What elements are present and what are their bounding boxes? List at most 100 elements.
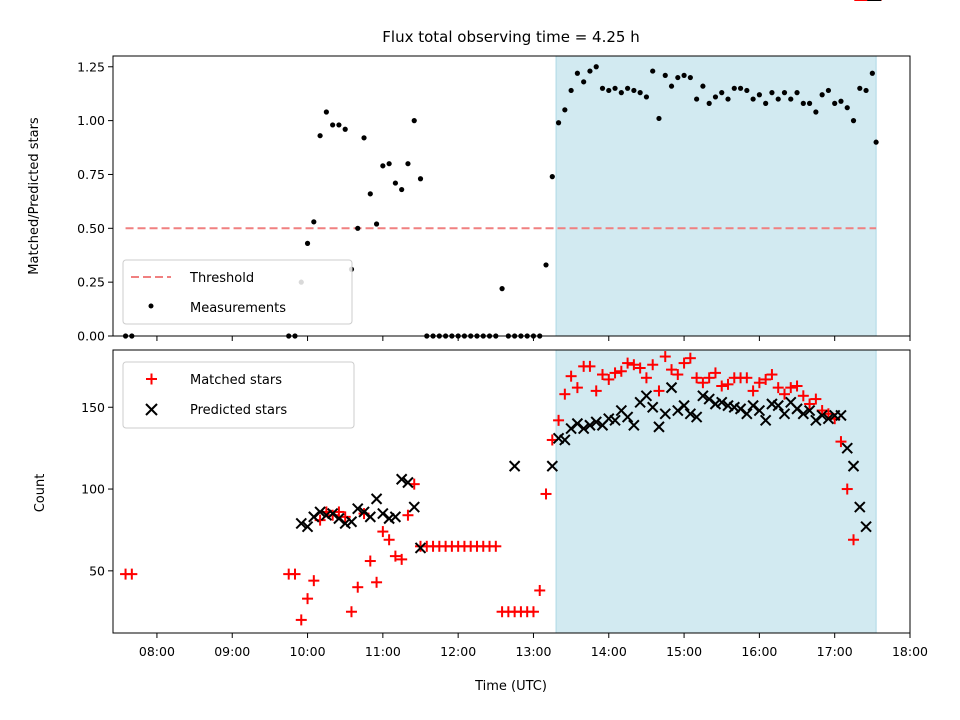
matched-star-point — [553, 414, 565, 426]
predicted-star-point — [640, 390, 653, 402]
predicted-star-point — [653, 421, 665, 433]
measurement-point — [813, 109, 819, 115]
matched-star-point — [835, 436, 847, 448]
measurement-point — [750, 96, 756, 102]
predicted-star-point — [690, 411, 703, 423]
chart-title: Flux total observing time = 4.25 h — [382, 28, 639, 46]
measurement-point — [794, 90, 800, 96]
y-tick-label: 0.50 — [77, 221, 105, 236]
matched-star-point — [703, 372, 715, 384]
bottom-panel: 50 100 150 08:00 09:00 10:00 11:00 12:00 13:00 1… — [33, 0, 928, 694]
matched-star-point — [678, 357, 690, 369]
legend-matched-label: Matched stars — [190, 373, 282, 388]
matched-star-point — [653, 385, 665, 397]
bottom-x-axis: 08:00 09:00 10:00 11:00 12:00 13:00 14:00 15:00… — [139, 633, 928, 659]
matched-star-point — [609, 367, 621, 379]
measurement-point — [399, 186, 405, 193]
predicted-star-point — [609, 414, 621, 427]
bottom-legend-box — [122, 361, 355, 429]
predicted-star-point — [678, 399, 690, 412]
bottom-observing-window-shade — [555, 349, 877, 634]
matched-star-point — [766, 369, 778, 381]
measurement-point — [668, 83, 675, 89]
measurement-point — [549, 174, 555, 180]
matched-star-point — [640, 372, 652, 384]
matched-star-point — [565, 370, 577, 382]
predicted-star-point — [741, 408, 753, 420]
measurement-point — [593, 64, 599, 70]
y-tick-label: 50 — [89, 563, 105, 578]
matched-star-point — [791, 380, 803, 392]
matched-star-point — [691, 372, 703, 384]
measurement-point — [825, 87, 832, 94]
predicted-star-point — [759, 414, 772, 427]
predicted-star-point — [370, 493, 383, 505]
matched-star-point — [590, 385, 602, 397]
predicted-star-point — [584, 419, 596, 431]
x-tick-label: 13:00 — [515, 644, 551, 659]
matched-star-point — [666, 364, 678, 376]
matched-star-point — [377, 526, 389, 538]
predicted-star-point — [659, 408, 671, 420]
measurement-point — [612, 85, 618, 91]
measurement-point — [725, 96, 731, 102]
y-tick-label: 100 — [81, 482, 105, 497]
measurement-point — [656, 115, 662, 122]
predicted-star-point — [646, 401, 659, 413]
measurement-point — [844, 105, 850, 111]
predicted-star-point — [364, 511, 377, 523]
measurement-point — [361, 135, 367, 141]
top-x-ticks — [156, 336, 911, 341]
x-tick-label: 14:00 — [591, 644, 627, 659]
top-legend-box — [122, 259, 353, 325]
x-tick-label: 12:00 — [440, 644, 476, 659]
matched-star-point — [389, 550, 401, 562]
y-tick-label: 0.00 — [77, 329, 105, 344]
matched-star-point — [615, 365, 627, 377]
measurement-point — [380, 163, 386, 169]
measurement-point — [336, 122, 342, 128]
matched-star-point — [697, 377, 709, 389]
measurement-point — [781, 90, 788, 96]
measurement-point — [373, 221, 380, 227]
measurement-point — [819, 92, 825, 98]
predicted-star-point — [395, 473, 408, 485]
measurement-point — [386, 161, 392, 167]
x-tick-label: 15:00 — [666, 644, 702, 659]
bottom-legend: Matched stars Predicted stars — [122, 361, 355, 429]
measurement-point — [832, 100, 838, 106]
measurement-point — [857, 85, 863, 91]
measurement-point — [392, 180, 399, 186]
measurement-point — [694, 96, 700, 102]
predicted-star-point — [628, 419, 640, 431]
measurement-point — [606, 87, 612, 94]
matched-star-point — [659, 351, 671, 363]
y-tick-label: 1.25 — [77, 59, 105, 74]
matched-star-point — [841, 483, 853, 495]
x-tick-label: 16:00 — [741, 644, 777, 659]
matched-star-point — [308, 575, 320, 587]
matched-star-point — [722, 378, 734, 390]
measurement-point — [687, 74, 693, 81]
predicted-star-point — [301, 520, 314, 533]
measurement-point — [838, 98, 844, 104]
measurement-point — [643, 94, 650, 100]
measurement-point — [367, 191, 373, 197]
matched-star-point — [352, 581, 364, 593]
predicted-star-point — [772, 399, 784, 412]
measurement-point — [330, 122, 336, 128]
measurement-point — [304, 240, 311, 246]
matched-star-point — [747, 385, 759, 397]
matched-star-point — [402, 509, 414, 521]
matched-star-point — [760, 373, 772, 385]
predicted-star-point — [621, 411, 634, 423]
top-plot-frame — [112, 55, 911, 337]
y-tick-label: 150 — [81, 400, 105, 415]
top-panel: 0.00 0.25 0.50 0.75 1.00 1.25 Matched/Predict… — [27, 55, 911, 344]
measurement-point — [317, 133, 323, 139]
matched-star-point — [490, 540, 502, 552]
predicted-star-point — [684, 408, 697, 420]
legend-predicted-label: Predicted stars — [190, 403, 287, 418]
matched-star-point — [364, 555, 376, 567]
